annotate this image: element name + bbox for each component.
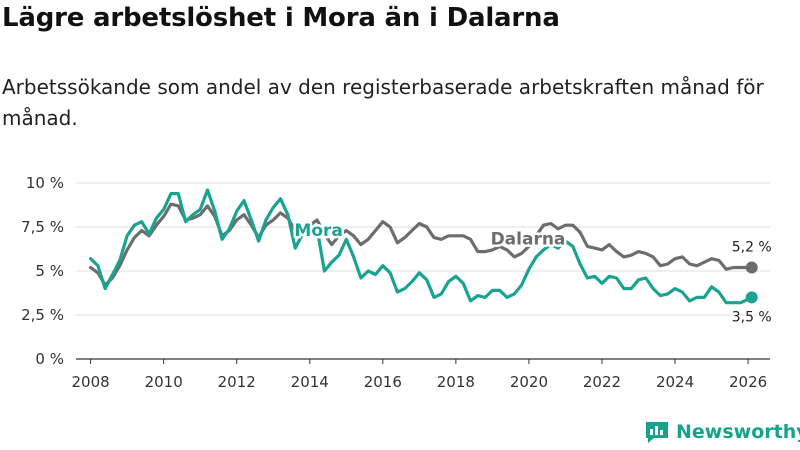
series-line-dalarna [89,202,754,287]
series-end-value-dalarna: 5,2 % [732,239,772,255]
chart-subtitle: Arbetssökande som andel av den registerb… [2,75,764,130]
chart-title: Lägre arbetslöshet i Mora än i Dalarna [2,3,560,33]
x-tick-label: 2024 [656,373,694,391]
series-name-mora: Mora [294,221,342,241]
series-name-dalarna: Dalarna [491,230,566,250]
x-tick-label: 2008 [72,373,110,391]
x-tick-label: 2026 [729,373,767,391]
series-endpoint-mora [745,291,758,304]
x-tick-label: 2010 [145,373,183,391]
series-endpoint-dalarna [745,261,758,274]
newsworthy-logo-icon [646,422,668,443]
y-tick-label: 7,5 % [21,218,64,236]
x-tick-label: 2018 [437,373,475,391]
x-tick-label: 2014 [291,373,329,391]
axis-layer: 0 % 2,5 % 5 % 7,5 % 10 % 2008 2010 2012 2014 2016… [21,174,767,391]
newsworthy-logo-text: Newsworthy [676,421,800,443]
series-end-value-mora: 3,5 % [732,309,772,325]
x-tick-label: 2020 [510,373,548,391]
y-tick-label: 0 % [35,350,64,368]
newsworthy-logo: Newsworthy [644,420,800,444]
y-tick-label: 5 % [35,262,64,280]
y-tick-label: 2,5 % [21,306,64,324]
label-layer: Dalarna Mora 5,2 % 3,5 % [292,218,774,327]
series-layer [89,188,758,305]
x-tick-label: 2022 [583,373,621,391]
series-line-mora [89,188,754,305]
x-tick-label: 2016 [364,373,402,391]
x-tick-label: 2012 [218,373,256,391]
y-tick-label: 10 % [26,174,64,192]
